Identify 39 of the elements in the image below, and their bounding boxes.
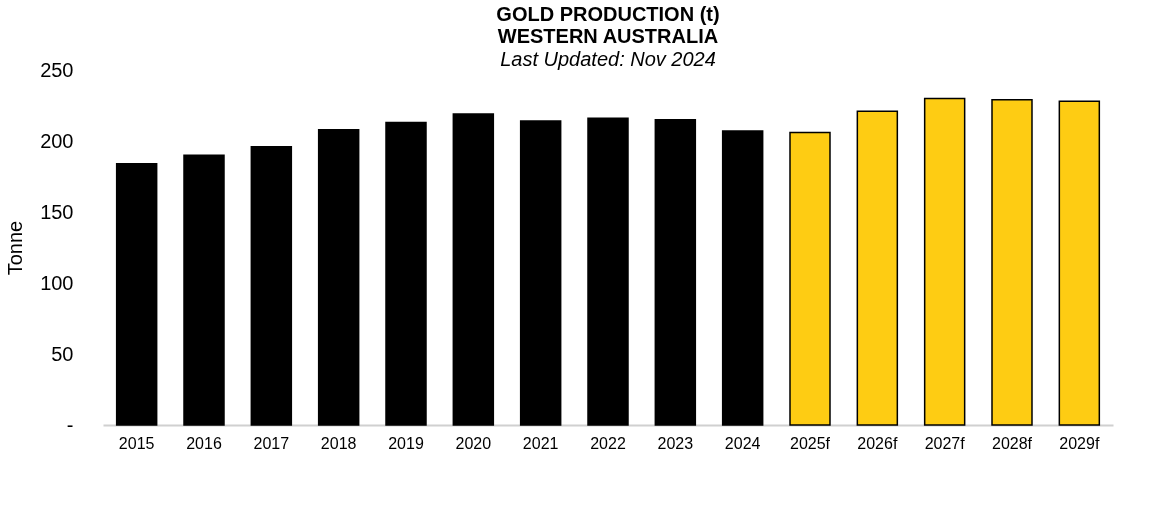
- bar: [519, 120, 562, 426]
- x-tick-label: 2023: [657, 434, 694, 452]
- y-tick-label: -: [66, 413, 74, 436]
- y-tick-label: 150: [40, 200, 74, 223]
- y-tick-label: 100: [40, 271, 74, 294]
- bar: [115, 162, 158, 426]
- bar: [991, 99, 1033, 426]
- bar: [923, 97, 966, 426]
- x-tick-label: 2018: [320, 434, 357, 452]
- bar: [317, 128, 360, 426]
- x-tick-label: 2024: [724, 434, 761, 452]
- bar: [856, 110, 899, 426]
- x-tick-label: 2015: [118, 434, 155, 452]
- y-tick-label: 250: [40, 58, 74, 81]
- bar: [250, 145, 293, 426]
- x-tick-label: 2029f: [1059, 434, 1100, 452]
- y-axis-title: Tonne: [4, 220, 27, 276]
- bar: [385, 121, 427, 426]
- x-tick-label: 2028f: [991, 434, 1033, 452]
- bar: [587, 117, 629, 426]
- chart-subtitle: Last Updated: Nov 2024: [500, 48, 716, 70]
- x-tick-label: 2016: [186, 434, 222, 452]
- bar: [789, 131, 831, 426]
- x-tick-label: 2020: [455, 434, 492, 452]
- bar: [1058, 100, 1101, 426]
- x-tick-label: 2027f: [924, 434, 966, 452]
- bar: [183, 154, 225, 426]
- x-tick-label: 2017: [253, 434, 290, 452]
- bar: [452, 113, 495, 426]
- x-tick-label: 2019: [388, 434, 424, 452]
- x-tick-label: 2022: [590, 434, 626, 452]
- bar: [721, 130, 764, 426]
- y-tick-label: 50: [51, 342, 74, 365]
- chart-title: GOLD PRODUCTION (t) WESTERN AUSTRALIA: [496, 3, 720, 47]
- x-tick-label: 2021: [522, 434, 559, 452]
- x-tick-label: 2026f: [857, 434, 898, 452]
- y-tick-label: 200: [40, 129, 74, 152]
- bar: [654, 118, 697, 426]
- x-tick-label: 2025f: [789, 434, 831, 452]
